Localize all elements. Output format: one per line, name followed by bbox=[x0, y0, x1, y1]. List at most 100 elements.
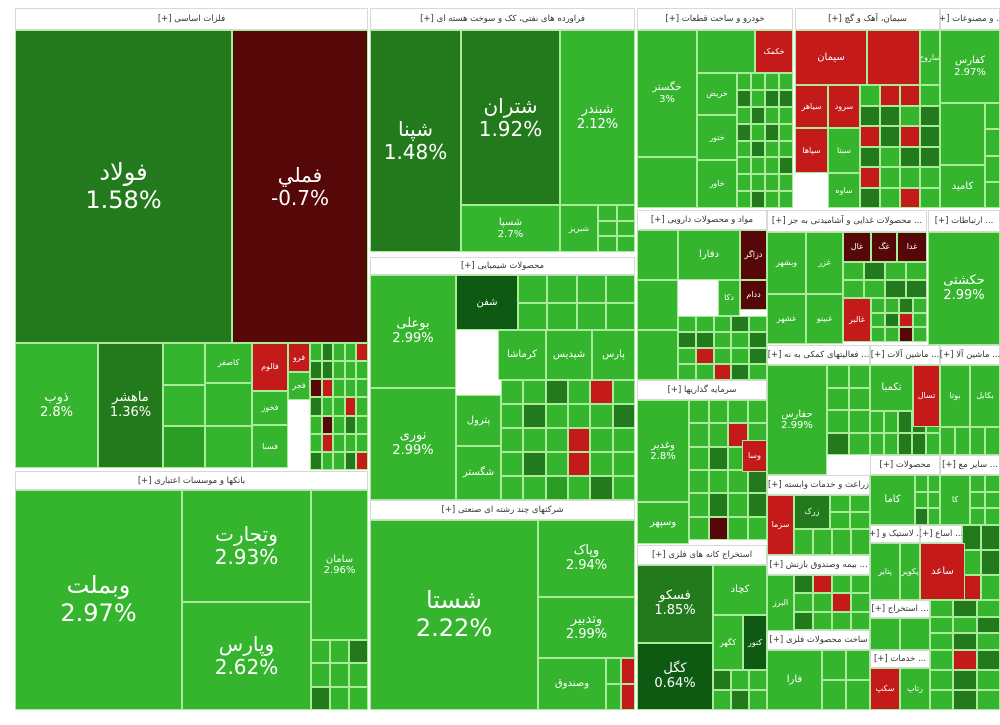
stock-tile[interactable]: وتجارت 2.93% bbox=[182, 490, 311, 602]
stock-tile-small[interactable] bbox=[737, 174, 751, 192]
stock-tile-small[interactable] bbox=[678, 348, 696, 364]
stock-tile[interactable]: وبملت 2.97% bbox=[15, 490, 182, 710]
stock-tile-small[interactable] bbox=[349, 640, 368, 664]
stock-tile-small[interactable] bbox=[747, 516, 767, 540]
stock-tile-small[interactable] bbox=[751, 191, 765, 208]
stock-tile-small[interactable] bbox=[713, 348, 732, 364]
stock-tile-small[interactable] bbox=[321, 415, 334, 434]
stock-tile-small[interactable] bbox=[333, 433, 345, 452]
stock-tile-small[interactable] bbox=[860, 187, 880, 208]
stock-tile-small[interactable] bbox=[344, 379, 357, 398]
stock-tile[interactable]: کاما bbox=[870, 475, 915, 525]
stock-tile-small[interactable] bbox=[930, 670, 954, 690]
stock-tile-small[interactable] bbox=[765, 73, 779, 90]
stock-tile-small[interactable] bbox=[616, 220, 635, 237]
stock-tile[interactable]: خریض bbox=[697, 73, 737, 115]
stock-tile-small[interactable] bbox=[713, 690, 731, 710]
stock-tile-small[interactable] bbox=[827, 365, 849, 388]
stock-tile-small[interactable] bbox=[970, 491, 985, 509]
stock-tile-small[interactable] bbox=[955, 427, 970, 455]
stock-tile-small[interactable] bbox=[523, 404, 546, 428]
stock-tile-small[interactable] bbox=[713, 364, 732, 380]
stock-tile[interactable]: فسکو 1.85% bbox=[637, 565, 713, 643]
stock-tile-small[interactable] bbox=[864, 280, 885, 298]
stock-tile-small[interactable] bbox=[981, 525, 1000, 550]
stock-tile-small[interactable] bbox=[830, 495, 850, 512]
stock-tile-small[interactable] bbox=[885, 298, 899, 313]
stock-tile-small[interactable] bbox=[333, 361, 345, 380]
sector-header[interactable]: ... لاستیک و [+] bbox=[870, 525, 920, 543]
stock-tile-small[interactable] bbox=[751, 106, 765, 124]
stock-tile-small[interactable] bbox=[843, 262, 864, 280]
stock-tile-small[interactable] bbox=[749, 690, 767, 710]
stock-tile-small[interactable] bbox=[765, 106, 779, 124]
stock-tile-small[interactable] bbox=[898, 411, 912, 433]
stock-tile-small[interactable] bbox=[205, 383, 252, 426]
sector-header[interactable]: ... خدمات [+] bbox=[870, 650, 930, 668]
stock-tile[interactable]: تکمبا bbox=[870, 365, 913, 411]
stock-tile-small[interactable] bbox=[612, 404, 635, 428]
stock-tile[interactable]: رتاپ bbox=[900, 668, 930, 710]
stock-tile[interactable]: نوری 2.99% bbox=[370, 388, 456, 500]
stock-tile-small[interactable] bbox=[163, 343, 205, 385]
stock-tile-small[interactable] bbox=[523, 476, 546, 500]
stock-tile[interactable]: تسال bbox=[913, 365, 940, 427]
stock-tile-small[interactable] bbox=[953, 616, 977, 634]
stock-tile-small[interactable] bbox=[822, 680, 846, 710]
stock-tile-small[interactable] bbox=[851, 575, 870, 594]
stock-tile-small[interactable] bbox=[920, 126, 940, 147]
stock-tile-small[interactable] bbox=[598, 236, 617, 252]
stock-tile-small[interactable] bbox=[871, 327, 885, 342]
stock-tile-small[interactable] bbox=[731, 670, 749, 690]
stock-tile-small[interactable] bbox=[695, 332, 714, 348]
stock-tile-small[interactable] bbox=[678, 332, 696, 348]
stock-tile-small[interactable] bbox=[590, 452, 613, 476]
stock-tile-small[interactable] bbox=[765, 191, 779, 208]
stock-tile-small[interactable] bbox=[848, 365, 870, 388]
stock-tile-small[interactable] bbox=[880, 105, 900, 126]
stock-tile[interactable]: ساروج bbox=[920, 30, 940, 85]
stock-tile[interactable]: کنور bbox=[743, 615, 767, 670]
stock-tile-small[interactable] bbox=[749, 332, 767, 348]
stock-tile-small[interactable] bbox=[545, 476, 568, 500]
stock-tile-small[interactable] bbox=[915, 508, 928, 525]
stock-tile-small[interactable] bbox=[906, 262, 927, 280]
stock-tile[interactable]: ماهشر 1.36% bbox=[98, 343, 163, 468]
stock-tile[interactable]: فارا bbox=[767, 650, 822, 710]
stock-tile-small[interactable] bbox=[356, 361, 368, 380]
stock-tile-small[interactable] bbox=[953, 670, 977, 690]
stock-tile-small[interactable] bbox=[851, 593, 870, 612]
sector-header[interactable]: فلزات اساسی [+] bbox=[15, 8, 368, 30]
stock-tile-small[interactable] bbox=[518, 302, 548, 330]
stock-tile-small[interactable] bbox=[620, 658, 635, 684]
stock-tile-small[interactable] bbox=[920, 146, 940, 167]
stock-tile-small[interactable] bbox=[311, 663, 330, 687]
stock-tile[interactable]: حفارس 2.99% bbox=[767, 365, 827, 475]
stock-tile-small[interactable] bbox=[981, 575, 1000, 600]
stock-tile-small[interactable] bbox=[356, 379, 368, 398]
stock-tile[interactable]: سرود bbox=[828, 85, 860, 128]
stock-tile[interactable]: پکویر bbox=[900, 543, 920, 600]
stock-tile-small[interactable] bbox=[930, 616, 954, 634]
stock-tile-small[interactable] bbox=[779, 73, 793, 90]
stock-tile-small[interactable] bbox=[871, 298, 885, 313]
stock-tile-small[interactable] bbox=[953, 600, 977, 617]
stock-tile-small[interactable] bbox=[898, 433, 912, 455]
stock-tile-small[interactable] bbox=[620, 684, 635, 710]
stock-tile-small[interactable] bbox=[205, 425, 252, 468]
stock-tile-small[interactable] bbox=[900, 167, 920, 188]
stock-tile-small[interactable] bbox=[612, 452, 635, 476]
stock-tile[interactable]: فالوم bbox=[252, 343, 288, 391]
stock-tile-small[interactable] bbox=[637, 157, 697, 208]
stock-tile-small[interactable] bbox=[751, 140, 765, 158]
stock-tile-small[interactable] bbox=[678, 316, 696, 332]
stock-tile-small[interactable] bbox=[813, 593, 832, 612]
stock-tile-small[interactable] bbox=[779, 106, 793, 124]
stock-tile-small[interactable] bbox=[310, 415, 322, 434]
stock-tile-small[interactable] bbox=[310, 361, 322, 380]
stock-tile[interactable]: وبشهر bbox=[767, 232, 806, 294]
stock-tile-small[interactable] bbox=[518, 275, 548, 303]
stock-tile-small[interactable] bbox=[731, 364, 750, 380]
stock-tile-small[interactable] bbox=[311, 686, 330, 710]
stock-tile-small[interactable] bbox=[708, 400, 728, 424]
